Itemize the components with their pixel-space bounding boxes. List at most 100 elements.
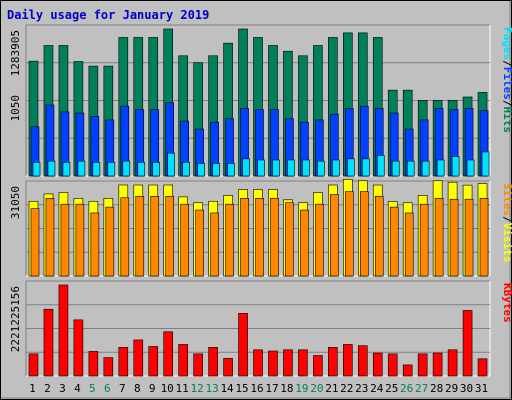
side-label-part: KBytes: [501, 283, 512, 323]
side-label-part: Hits: [501, 107, 512, 134]
bar-kbytes: [148, 346, 159, 377]
bar-sites: [300, 209, 309, 277]
bar-kbytes: [447, 349, 458, 377]
bar-pages: [272, 159, 280, 177]
chart-panels: 1283905 1050 Pages/Files/Hits 31050Sites/Vi…: [9, 24, 512, 377]
bar-pages: [212, 163, 220, 177]
side-label: Sites/Visits: [501, 183, 512, 263]
bar-pages: [451, 156, 460, 177]
bar-pages: [287, 159, 295, 177]
bar-pages: [257, 159, 265, 177]
bar-kbytes: [372, 352, 383, 377]
bar-sites: [45, 198, 55, 277]
bar-kbytes: [268, 350, 278, 377]
bar-sites: [449, 198, 459, 277]
bar-kbytes: [343, 344, 353, 377]
bar-sites: [90, 212, 100, 277]
bar-sites: [135, 195, 145, 277]
bar-kbytes: [223, 358, 233, 377]
side-label-part: Visits: [501, 223, 512, 263]
day-label: 23: [355, 382, 368, 395]
day-label: 24: [370, 382, 384, 395]
bar-sites: [240, 198, 249, 277]
day-label: 17: [265, 382, 278, 395]
bar-sites: [330, 194, 339, 277]
bar-sites: [285, 202, 294, 277]
bar-pages: [376, 155, 385, 177]
day-label: 13: [205, 382, 218, 395]
side-label-part: /: [501, 100, 512, 107]
bar-pages: [92, 161, 101, 177]
day-label: 8: [134, 382, 141, 395]
y-tick-label: 1050: [9, 95, 22, 122]
day-label: 12: [191, 382, 204, 395]
bar-kbytes: [313, 355, 323, 377]
bar-pages: [62, 161, 71, 177]
day-label: 21: [325, 382, 338, 395]
day-label: 1: [29, 382, 36, 395]
bar-kbytes: [357, 345, 368, 377]
bar-pages: [227, 163, 235, 177]
bar-pages: [77, 160, 86, 177]
day-label: 29: [445, 382, 458, 395]
side-label: Pages/Files/Hits: [501, 27, 512, 133]
bar-sites: [404, 212, 414, 277]
bar-sites: [374, 195, 384, 277]
bar-pages: [137, 161, 146, 177]
bar-kbytes: [298, 349, 308, 377]
series-pages: [32, 151, 490, 177]
bar-pages: [167, 152, 176, 177]
side-label-part: /: [501, 60, 512, 67]
bar-kbytes: [283, 349, 293, 377]
day-label: 28: [430, 382, 443, 395]
bar-pages: [406, 160, 415, 177]
bar-kbytes: [432, 352, 443, 377]
bar-pages: [421, 160, 430, 177]
bar-sites: [479, 198, 489, 277]
bar-kbytes: [28, 353, 39, 377]
bar-pages: [332, 159, 340, 177]
day-label: 5: [89, 382, 96, 395]
bar-pages: [242, 158, 250, 177]
bar-sites: [270, 198, 279, 277]
bar-pages: [436, 159, 445, 177]
traffic-panel: 1283905 1050 Pages/Files/Hits: [9, 24, 512, 177]
day-labels: 1 2 3 4 5 6 7 8 9 10 11 12 13 14 15 16 17 18 19 20 21 22 23 24 2…: [29, 382, 488, 395]
bar-sites: [30, 208, 40, 277]
day-label: 30: [460, 382, 473, 395]
bar-pages: [347, 158, 355, 177]
bar-pages: [302, 159, 310, 177]
day-label: 25: [385, 382, 398, 395]
bar-sites: [315, 203, 324, 277]
day-label: 11: [176, 382, 189, 395]
bar-kbytes: [133, 339, 144, 377]
bar-kbytes: [73, 319, 84, 377]
day-label: 18: [280, 382, 293, 395]
bar-kbytes: [253, 349, 263, 377]
bar-kbytes: [417, 353, 428, 377]
y-tick-label: 1283905: [9, 30, 22, 76]
bar-sites: [464, 198, 474, 277]
day-label: 10: [161, 382, 174, 395]
bar-sites: [359, 191, 369, 277]
bar-kbytes: [208, 347, 218, 377]
day-label: 7: [119, 382, 126, 395]
bar-sites: [210, 212, 219, 277]
day-label: 2: [44, 382, 51, 395]
bar-kbytes: [58, 284, 69, 377]
bar-sites: [75, 203, 85, 277]
series-files: [30, 102, 489, 177]
bar-sites: [225, 203, 234, 277]
side-label: KBytes: [501, 283, 512, 323]
day-label: 19: [295, 382, 308, 395]
bar-kbytes: [118, 347, 129, 377]
bar-sites: [60, 203, 70, 277]
bar-sites: [345, 191, 354, 277]
series-kbytes: [28, 284, 488, 377]
side-label-part: Sites: [501, 183, 512, 216]
day-label: 27: [415, 382, 428, 395]
bar-sites: [419, 203, 429, 277]
visits-panel: 31050 Sites/Visits: [9, 178, 512, 277]
y-tick-label: 2221225156: [9, 286, 22, 352]
day-label: 4: [74, 382, 81, 395]
